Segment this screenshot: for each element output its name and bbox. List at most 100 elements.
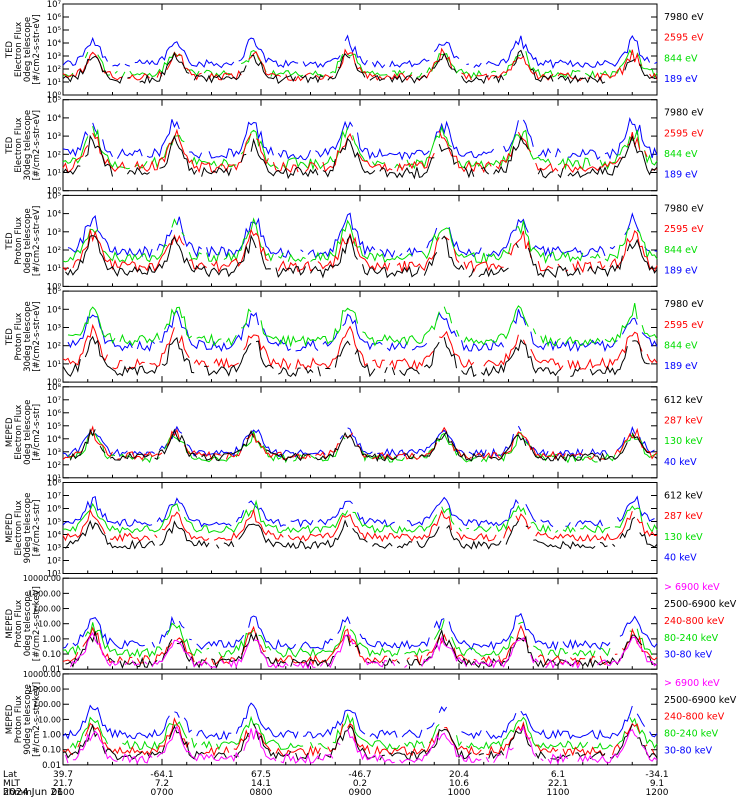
series-trace	[62, 323, 658, 371]
series-trace	[62, 508, 657, 543]
y-tick-label: 10²	[47, 342, 61, 352]
y-tick-label: 10⁶	[47, 13, 62, 23]
series-trace	[62, 134, 658, 180]
y-tick-label: 10⁶	[47, 505, 62, 515]
x-tick-label: 9.1	[650, 779, 664, 789]
y-tick-label: 10¹	[47, 474, 61, 484]
y-tick-label: 10¹	[47, 169, 61, 179]
y-tick-label: 10⁴	[47, 531, 62, 541]
x-row-label: MLT	[3, 779, 21, 789]
x-tick-label: 7.2	[155, 779, 169, 789]
x-tick-label: 67.5	[251, 770, 271, 780]
x-row-label: Lat	[3, 770, 18, 780]
panel-frame	[62, 99, 658, 192]
y-tick-label: 1000.00	[28, 685, 61, 694]
series-trace	[65, 725, 658, 765]
series-trace	[67, 309, 658, 353]
legend-entry: 287 keV	[664, 511, 703, 522]
x-axis-labels: Lat 39.7 -64.1 67.5 -46.7 20.4 6.1 -34.1 MLT 21.7…	[3, 770, 669, 798]
x-tick-label: -34.1	[645, 770, 668, 780]
y-tick-label: 1000.00	[28, 589, 61, 598]
x-tick-label: 0900	[349, 788, 372, 798]
y-axis-label: TED	[5, 40, 15, 59]
y-axis-label: 0deg telescope	[23, 17, 33, 82]
y-axis-label: Proton Flux	[14, 600, 24, 648]
x-tick-label: -46.7	[348, 770, 371, 780]
panel-3: 10⁰ 10¹ 10² 10³ 10⁴ 10⁵ TED Proton Flux 0deg tel…	[5, 191, 704, 292]
panel-6: 10¹ 10² 10³ 10⁴ 10⁵ 10⁶ 10⁷ 10⁸ MEPED Electron Fl…	[5, 479, 703, 580]
legend-entry: 2500-6900 keV	[664, 599, 737, 610]
legend-entry: 2595 eV	[664, 224, 704, 235]
x-tick-label: -64.1	[150, 770, 173, 780]
y-tick-label: 10¹	[47, 264, 61, 274]
y-tick-label: 10¹	[47, 570, 61, 580]
y-tick-label: 10⁰	[47, 187, 62, 197]
y-axis-label: [#/cm2-s-str-keV]	[32, 586, 42, 661]
y-axis-label: MEPED	[5, 704, 15, 734]
y-tick-label: 10⁷	[47, 396, 62, 406]
y-tick-label: 10²	[47, 246, 61, 256]
legend-entry: 240-800 keV	[664, 712, 725, 723]
legend-entry: 189 eV	[664, 265, 698, 276]
legend-entry: 7980 eV	[664, 299, 704, 310]
y-axis-label: Proton Flux	[14, 217, 24, 265]
y-tick-label: 10³	[47, 448, 61, 458]
y-tick-label: 10⁴	[47, 435, 62, 445]
panel-frame	[62, 3, 658, 96]
y-tick-label: 10³	[47, 132, 61, 142]
panels-layer: 10⁰ 10¹ 10² 10³ 10⁴ 10⁵ 10⁶ 10⁷ TED Electron Flux…	[5, 0, 737, 771]
y-tick-label: 10⁴	[47, 305, 62, 315]
y-tick-label: 10.00	[38, 715, 61, 724]
legend-entry: 2595 eV	[664, 320, 704, 331]
y-tick-label: 10³	[47, 324, 61, 334]
legend-entry: 189 eV	[664, 74, 698, 85]
y-axis-label: 0deg telescope	[23, 208, 33, 273]
legend-entry: 80-240 keV	[664, 728, 719, 739]
series-trace	[62, 612, 658, 651]
y-tick-label: 100.00	[33, 605, 61, 614]
legend-entry: 612 keV	[664, 395, 703, 406]
y-tick-label: 10⁸	[47, 479, 62, 489]
y-tick-label: 10⁰	[47, 378, 62, 388]
x-tick-label: 20.4	[449, 770, 469, 780]
y-tick-label: 10⁷	[47, 492, 62, 502]
y-axis-label: [#/cm2-s-str-eV]	[32, 301, 42, 371]
panel-7: 0.01 0.10 1.00 10.00 100.00 1000.00 10000.00 ME…	[5, 574, 737, 675]
series-trace	[62, 624, 658, 666]
y-tick-label: 10³	[47, 52, 61, 62]
y-axis-label: TED	[5, 232, 15, 251]
y-tick-label: 10²	[47, 150, 61, 160]
y-axis-label: [#/cm2-s-str]	[32, 404, 42, 461]
legend-entry: 844 eV	[664, 149, 698, 160]
y-tick-label: 10⁵	[47, 422, 61, 432]
legend-entry: 287 keV	[664, 415, 703, 426]
y-tick-label: 10⁵	[47, 287, 61, 297]
y-tick-label: 0.01	[42, 761, 61, 771]
legend-entry: 80-240 keV	[664, 633, 719, 644]
legend-entry: 2500-6900 keV	[664, 695, 737, 706]
y-axis-label: [#/cm2-s-str-eV]	[32, 14, 42, 84]
legend-entry: 30-80 keV	[664, 650, 713, 661]
series-trace	[65, 516, 658, 550]
series-trace	[62, 228, 658, 274]
y-axis-label: [#/cm2-s-str-eV]	[32, 206, 42, 276]
series-trace	[62, 702, 658, 741]
series-trace	[62, 499, 658, 535]
y-tick-label: 0.10	[42, 650, 61, 660]
series-trace	[63, 620, 657, 657]
x-tick-label: 21.7	[53, 779, 73, 789]
legend-entry: 130 keV	[664, 436, 703, 447]
series-trace	[62, 116, 658, 161]
x-tick-label: 39.7	[53, 770, 73, 780]
y-tick-label: 10⁵	[47, 191, 61, 201]
y-axis-label: Electron Flux	[14, 405, 24, 460]
y-tick-label: 10⁵	[47, 26, 61, 36]
series-trace	[62, 128, 658, 174]
y-axis-label: Electron Flux	[14, 118, 24, 173]
x-tick-label: 0800	[250, 788, 273, 798]
y-tick-label: 10⁴	[47, 210, 62, 220]
legend-entry: 2595 eV	[664, 33, 704, 44]
legend-entry: 240-800 keV	[664, 616, 725, 627]
series-trace	[62, 717, 655, 757]
